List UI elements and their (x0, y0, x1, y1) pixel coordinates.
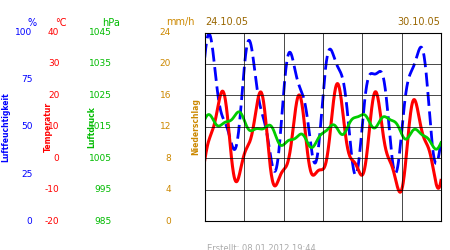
Text: 50: 50 (21, 122, 32, 132)
Text: Luftfeuchtigkeit: Luftfeuchtigkeit (1, 92, 10, 162)
Text: -10: -10 (45, 185, 59, 194)
Text: 0: 0 (54, 154, 59, 163)
Text: 4: 4 (166, 185, 171, 194)
Text: 12: 12 (160, 122, 171, 132)
Text: 1045: 1045 (89, 28, 112, 37)
Text: Erstellt: 08.01.2012 19:44: Erstellt: 08.01.2012 19:44 (207, 244, 316, 250)
Text: 30.10.05: 30.10.05 (398, 17, 441, 27)
Text: 20: 20 (48, 91, 59, 100)
Text: 8: 8 (165, 154, 171, 163)
Text: Niederschlag: Niederschlag (191, 98, 200, 155)
Text: 995: 995 (94, 185, 112, 194)
Text: 10: 10 (48, 122, 59, 132)
Text: 40: 40 (48, 28, 59, 37)
Text: 75: 75 (21, 75, 32, 84)
Text: 30: 30 (48, 60, 59, 68)
Text: %: % (28, 18, 37, 28)
Text: Luftdruck: Luftdruck (87, 106, 96, 148)
Text: 1035: 1035 (89, 60, 112, 68)
Text: 0: 0 (27, 217, 32, 226)
Text: 985: 985 (94, 217, 112, 226)
Text: 1025: 1025 (89, 91, 112, 100)
Text: 20: 20 (160, 60, 171, 68)
Text: 16: 16 (159, 91, 171, 100)
Text: 0: 0 (165, 217, 171, 226)
Text: mm/h: mm/h (166, 18, 195, 28)
Text: -20: -20 (45, 217, 59, 226)
Text: 24: 24 (160, 28, 171, 37)
Text: 25: 25 (21, 170, 32, 178)
Text: hPa: hPa (103, 18, 121, 28)
Text: 1015: 1015 (89, 122, 112, 132)
Text: 100: 100 (15, 28, 32, 37)
Text: 1005: 1005 (89, 154, 112, 163)
Text: 24.10.05: 24.10.05 (205, 17, 248, 27)
Text: Temperatur: Temperatur (44, 102, 53, 152)
Text: °C: °C (55, 18, 67, 28)
